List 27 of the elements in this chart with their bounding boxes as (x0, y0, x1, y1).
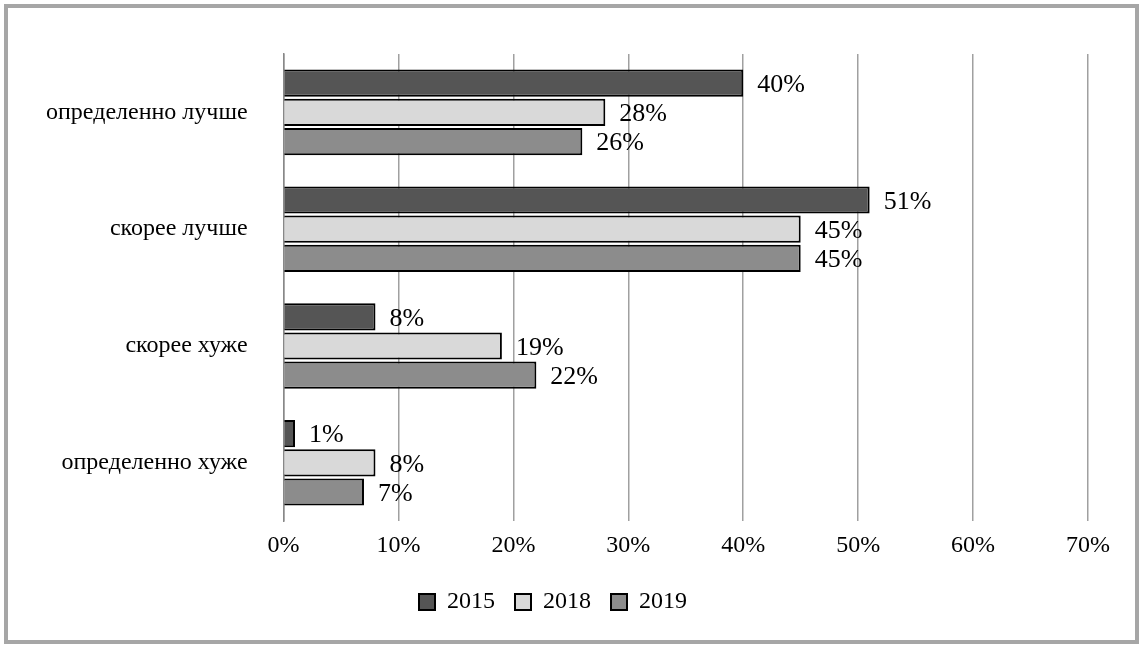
data-label: 1% (309, 419, 344, 449)
x-tick-label: 60% (951, 530, 996, 557)
data-label: 45% (814, 244, 863, 274)
data-label: 26% (596, 127, 645, 157)
y-tick-label: определенно хуже (61, 448, 248, 475)
y-tick-label: определенно лучше (45, 97, 248, 124)
legend-label: 2018 (543, 587, 591, 614)
data-label: 28% (619, 98, 667, 128)
x-tick-label: 20% (491, 530, 536, 557)
data-label: 40% (757, 69, 805, 99)
data-label: 19% (515, 331, 564, 361)
data-label: 45% (814, 215, 863, 245)
legend-label: 2019 (639, 587, 687, 614)
y-tick-label: скорее лучше (109, 214, 248, 241)
data-label: 51% (883, 185, 932, 215)
y-tick-label: скорее хуже (125, 331, 248, 358)
data-label: 7% (377, 477, 413, 507)
x-tick-label: 10% (376, 530, 421, 557)
x-tick-label: 0% (267, 530, 300, 557)
legend-label: 2015 (447, 587, 495, 614)
data-label: 8% (389, 302, 425, 332)
x-tick-label: 70% (1066, 530, 1110, 557)
data-label: 22% (550, 361, 599, 391)
x-tick-label: 30% (606, 530, 651, 557)
data-label: 8% (389, 448, 425, 478)
x-tick-label: 50% (836, 530, 881, 557)
x-tick-label: 40% (721, 530, 766, 557)
